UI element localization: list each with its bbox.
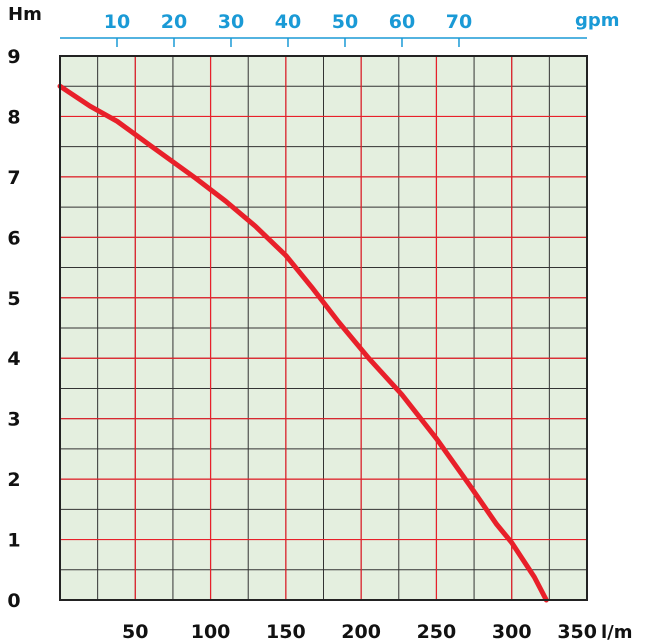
x-tick-label: 300: [492, 621, 532, 643]
top-tick-label: 30: [218, 11, 244, 33]
x-tick-label: 50: [122, 621, 148, 643]
x-unit-label: l/m: [601, 622, 633, 643]
y-unit-label: Hm: [8, 4, 42, 25]
x-tick-label: 150: [266, 621, 306, 643]
top-tick-label: 50: [332, 11, 358, 33]
x-tick-label: 350: [557, 621, 597, 643]
y-tick-label: 8: [7, 106, 20, 128]
y-axis-ticks: 0 1 2 3 4 5 6 7 8 9: [7, 46, 20, 612]
x-axis-ticks: 50 100 150 200 250 300 350: [122, 621, 597, 643]
y-tick-label: 7: [7, 167, 20, 189]
top-tick-label: 40: [275, 11, 301, 33]
top-tick-label: 20: [161, 11, 187, 33]
major-grid: [60, 56, 587, 600]
performance-curve: [57, 83, 549, 603]
y-tick-label: 1: [7, 530, 20, 552]
x-tick-label: 100: [191, 621, 231, 643]
curve-layer: [57, 83, 549, 603]
y-tick-label: 3: [7, 409, 20, 431]
y-tick-label: 0: [7, 590, 20, 612]
top-axis-gpm: 10 20 30 40 50 60 70: [60, 11, 587, 47]
y-tick-label: 9: [7, 46, 20, 68]
plot-frame: [59, 55, 588, 601]
y-tick-label: 5: [7, 288, 20, 310]
y-tick-label: 6: [7, 227, 20, 249]
top-unit-label: gpm: [575, 10, 620, 31]
top-tick-label: 10: [104, 11, 130, 33]
y-tick-label: 4: [7, 348, 20, 370]
x-tick-label: 250: [417, 621, 457, 643]
x-tick-label: 200: [341, 621, 381, 643]
top-tick-label: 60: [389, 11, 415, 33]
top-tick-label: 70: [446, 11, 472, 33]
y-tick-label: 2: [7, 469, 20, 491]
